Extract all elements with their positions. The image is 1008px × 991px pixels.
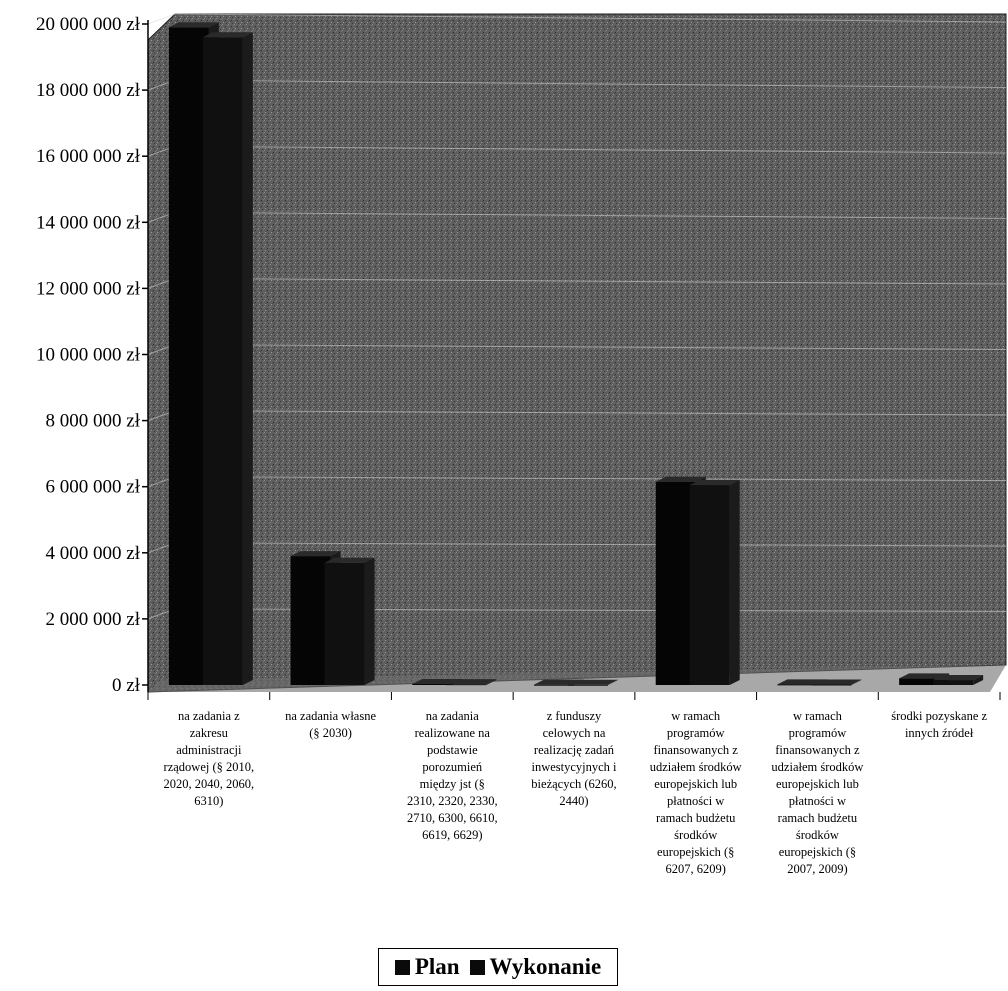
bar-top: [933, 675, 984, 681]
plot-wall: [147, 13, 1007, 693]
gridline: [174, 410, 1007, 416]
bar-front: [689, 485, 730, 685]
y-tick-label: 8 000 000 zł: [46, 411, 141, 432]
bar-top: [202, 32, 253, 38]
legend-label-plan: Plan: [414, 954, 460, 979]
bar-wykonanie-0: [202, 32, 253, 686]
gridline: [174, 344, 1007, 350]
bar-side: [973, 675, 984, 685]
bar-side: [729, 480, 740, 685]
bar-side: [242, 32, 253, 686]
bars: [168, 22, 984, 686]
x-category-label: środki pozyskane z innych źródeł: [891, 709, 988, 740]
gridline: [174, 211, 1007, 219]
bar-top: [899, 673, 950, 679]
bar-front: [777, 684, 818, 686]
bar-front: [655, 481, 696, 685]
plot-area: [147, 13, 1007, 693]
bar-wykonanie-2: [446, 679, 497, 686]
x-category-label: na zadania realizowane na podstawie poro…: [406, 709, 498, 842]
x-category-label: na zadania własne (§ 2030): [285, 709, 377, 740]
bar-front: [168, 27, 209, 686]
bar-top: [168, 22, 219, 28]
gridlines: [147, 13, 1007, 620]
gridline: [174, 13, 1007, 23]
gridline: [174, 476, 1007, 481]
y-tick-label: 0 zł: [112, 675, 141, 696]
legend-item-wykonanie: Wykonanie: [469, 954, 602, 980]
bar-front: [290, 556, 331, 685]
legend: Plan Wykonanie: [378, 948, 618, 986]
x-category-label: z funduszy celowych na realizację zadań …: [531, 709, 617, 808]
gridline: [174, 542, 1007, 547]
y-tick-label: 14 000 000 zł: [36, 212, 141, 233]
bar-front: [811, 684, 852, 686]
y-ticks: 0 zł 2 000 000 zł 4 000 000 zł 6 000 000 zł…: [36, 14, 1001, 700]
y-tick-label: 4 000 000 zł: [46, 543, 141, 564]
bar-top: [689, 480, 740, 486]
bar-side: [486, 679, 497, 685]
bar-top: [655, 476, 706, 482]
bar-front: [933, 680, 974, 685]
bar-side: [851, 679, 862, 685]
y-tick-label: 10 000 000 zł: [36, 345, 141, 366]
gridline: [174, 277, 1007, 285]
bar-top: [324, 557, 375, 563]
bar-wykonanie-3: [568, 679, 618, 686]
bar-front: [446, 684, 487, 686]
x-category-label: w ramach programów finansowanych z udzia…: [771, 709, 864, 876]
y-tick-label: 12 000 000 zł: [36, 278, 141, 299]
legend-item-plan: Plan: [394, 954, 460, 980]
bar-wykonanie-4: [689, 480, 740, 685]
bar-front: [412, 684, 453, 686]
y-tick-label: 18 000 000 zł: [36, 80, 141, 101]
legend-label-wykonanie: Wykonanie: [489, 954, 602, 979]
x-category-label: w ramach programów finansowanych z udzia…: [649, 709, 742, 876]
bar-wykonanie-1: [324, 557, 375, 685]
y-tick-label: 20 000 000 zł: [36, 14, 141, 35]
bar-wykonanie-5: [811, 679, 862, 686]
bar-front: [324, 562, 365, 685]
x-category-label: na zadania z zakresu administracji rządo…: [163, 709, 255, 808]
bar-wykonanie-6: [933, 675, 984, 685]
gridline: [174, 79, 1007, 88]
y-tick-label: 6 000 000 zł: [46, 477, 141, 498]
bar-top: [811, 679, 862, 685]
bar-front: [899, 678, 940, 685]
bar-top: [568, 679, 618, 685]
bar-front: [534, 684, 574, 686]
gridline: [174, 145, 1007, 154]
y-tick-label: 16 000 000 zł: [36, 146, 141, 167]
bar-side: [608, 679, 618, 685]
bar-top: [446, 679, 497, 685]
legend-swatch-wykonanie: [469, 959, 485, 975]
bar-front: [202, 37, 243, 686]
legend-swatch-plan: [394, 959, 410, 975]
bar-front: [568, 684, 608, 686]
bar-side: [364, 557, 375, 685]
gridline-depth: [147, 13, 176, 25]
y-tick-label: 2 000 000 zł: [46, 609, 141, 630]
bar-top: [290, 551, 341, 557]
